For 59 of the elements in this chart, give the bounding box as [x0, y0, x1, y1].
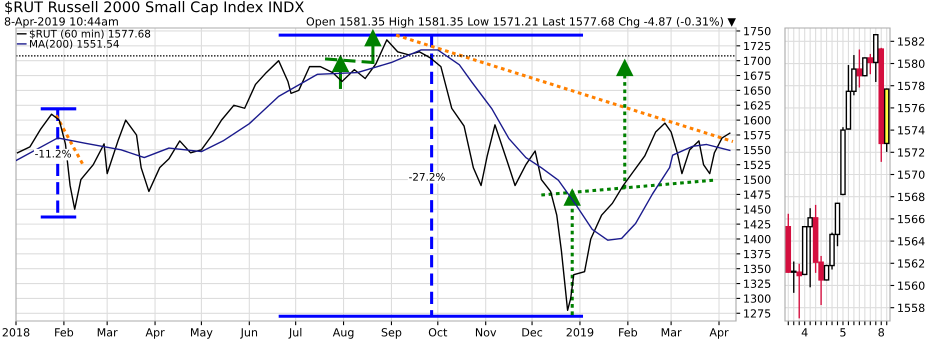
y-tick-label: 1580	[898, 59, 924, 68]
y-tick-label: 1550	[744, 146, 770, 154]
y-tick-label: 1562	[898, 259, 924, 268]
x-tick-label: Mar	[662, 328, 682, 337]
x-tick-label: Jun	[240, 328, 258, 339]
x-tick-label: 5	[840, 328, 846, 337]
y-tick-label: 1600	[744, 116, 770, 124]
y-tick-label: 1625	[744, 101, 770, 110]
y-tick-label: 1572	[898, 148, 924, 157]
x-tick-label: 2019	[566, 328, 594, 337]
y-tick-label: 1325	[744, 280, 770, 288]
x-tick-label: 2018	[2, 328, 30, 337]
y-tick-label: 1375	[744, 250, 770, 258]
y-tick-label: 1568	[898, 192, 924, 202]
x-tick-label: Jul	[288, 328, 302, 339]
x-tick-label: Sep	[382, 328, 402, 339]
y-tick-label: 1558	[898, 304, 924, 312]
x-tick-label: Apr	[146, 328, 165, 339]
x-tick-label: May	[191, 328, 213, 339]
y-tick-label: 1578	[898, 82, 924, 90]
text: Open 1581.35 High 1581.35 Low 1571.21 Last 1577.68 Chg -4.87 (-0.31%) ▼	[306, 17, 736, 28]
legend-label: MA(200) 1551.54	[30, 40, 119, 49]
x-tick-label: Aug	[332, 328, 354, 339]
x-tick-label: Nov	[476, 328, 496, 337]
x-tick-label: Oct	[428, 328, 448, 337]
chart-subtitle: 8-Apr-2019 10:44am	[4, 17, 118, 28]
y-tick-label: 1560	[898, 281, 924, 290]
y-tick-label: 1570	[898, 170, 924, 179]
y-tick-label: 1300	[744, 294, 770, 303]
y-tick-label: 1525	[744, 160, 770, 170]
y-tick-label: 1400	[744, 234, 770, 244]
x-tick-label: Dec	[522, 328, 542, 337]
x-tick-label: Feb	[619, 328, 638, 337]
y-tick-label: 1650	[744, 86, 770, 95]
y-tick-label: 1582	[898, 37, 924, 46]
x-tick-label: Feb	[55, 328, 74, 337]
y-tick-label: 1500	[744, 176, 770, 184]
y-tick-label: 1350	[744, 264, 770, 274]
y-tick-label: 1425	[744, 220, 770, 229]
x-tick-label: 4	[802, 328, 808, 336]
y-tick-label: 1275	[744, 309, 770, 318]
y-tick-label: 1564	[898, 237, 925, 246]
y-tick-label: 1574	[898, 126, 925, 134]
annotation: -11.2%	[35, 150, 71, 158]
y-tick-label: 1575	[744, 131, 770, 140]
chart-title: $RUT Russell 2000 Small Cap Index INDX	[5, 1, 304, 16]
legend-label: $RUT (60 min) 1577.68	[30, 30, 150, 40]
x-tick-label: 8	[878, 328, 884, 337]
annotation: -27.2%	[409, 172, 445, 181]
y-tick-label: 1750	[744, 26, 770, 36]
y-tick-label: 1725	[744, 42, 770, 50]
x-tick-label: Mar	[98, 328, 118, 337]
y-tick-label: 1576	[898, 104, 925, 112]
y-tick-label: 1566	[898, 214, 925, 224]
y-tick-label: 1475	[744, 190, 770, 199]
y-tick-label: 1450	[744, 205, 770, 214]
y-tick-label: 1700	[744, 56, 770, 66]
x-tick-label: Apr	[709, 328, 729, 339]
y-tick-label: 1675	[744, 72, 770, 80]
